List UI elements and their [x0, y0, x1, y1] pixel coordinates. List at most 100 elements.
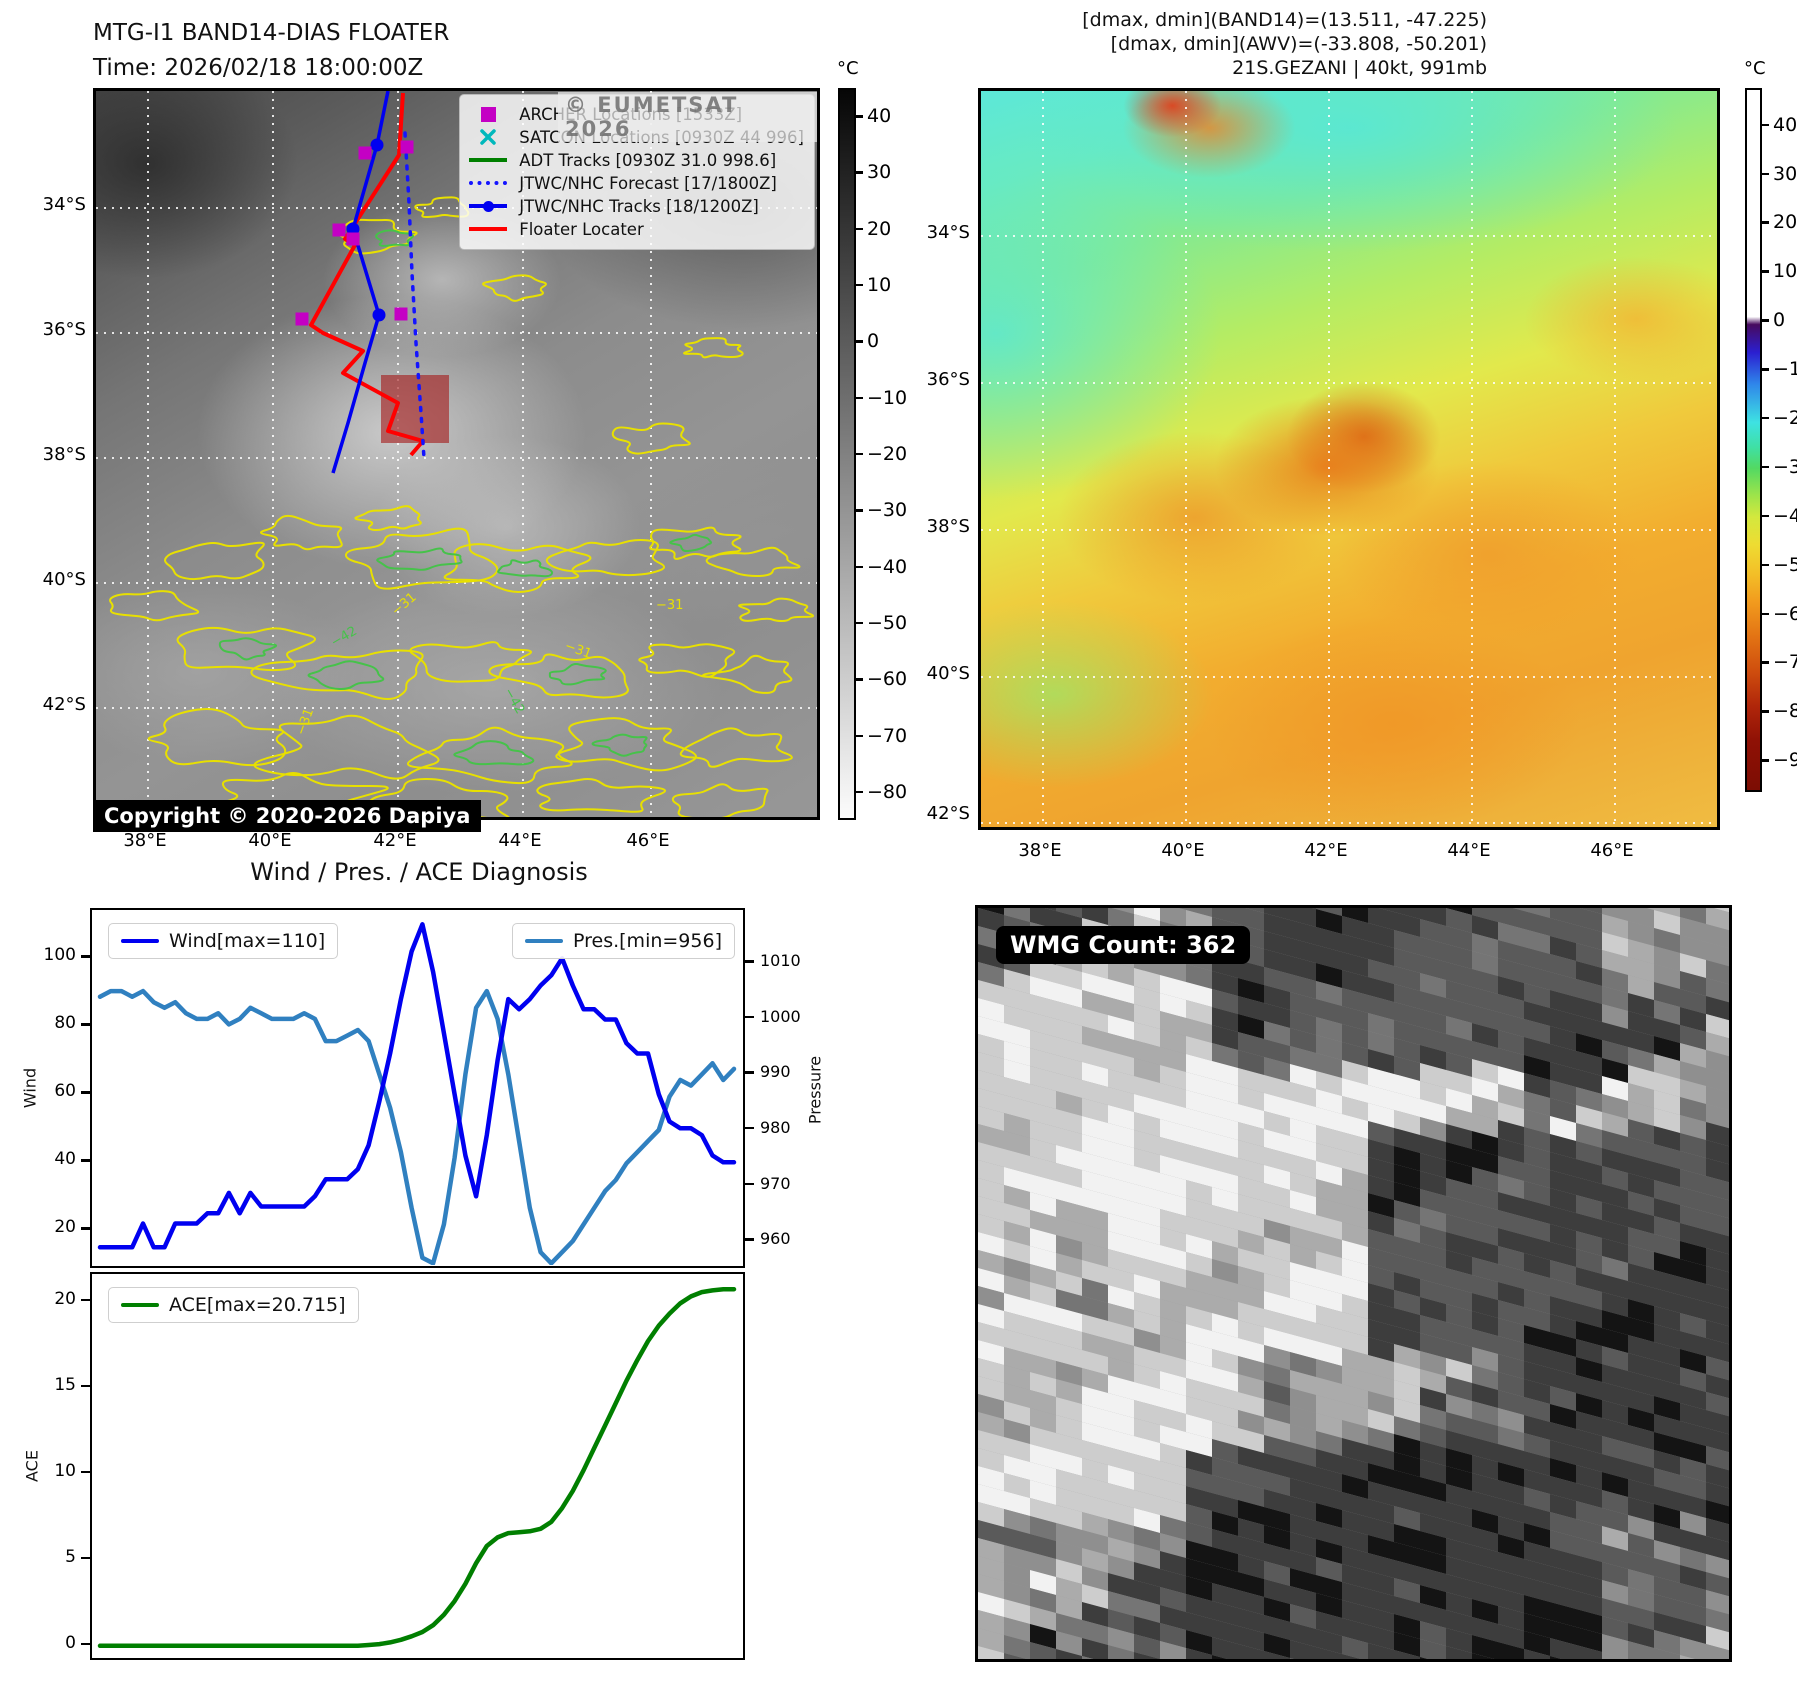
wmg-cell	[1394, 1164, 1420, 1189]
wmg-cell	[1420, 1063, 1446, 1088]
plot-legend-label: ACE[max=20.715]	[169, 1294, 346, 1316]
wmg-cell	[1342, 1222, 1368, 1247]
wmg-cell	[1576, 1087, 1602, 1112]
wmg-cell	[1238, 1374, 1264, 1399]
wmg-cell	[1680, 1295, 1706, 1320]
wmg-cell	[1446, 944, 1472, 969]
wmg-cell	[1394, 1308, 1420, 1333]
wmg-cell	[1056, 1127, 1082, 1152]
wmg-cell	[1056, 1505, 1082, 1530]
wmg-cell	[1108, 1555, 1134, 1580]
wmg-cell	[1576, 1159, 1602, 1184]
wmg-cell	[1342, 1384, 1368, 1409]
wmg-cell	[1472, 1005, 1498, 1030]
wmg-cell	[1446, 926, 1472, 951]
wmg-cell	[1342, 1456, 1368, 1481]
wmg-cell	[1576, 1411, 1602, 1436]
wmg-cell	[1628, 1569, 1654, 1594]
wmg-cell	[1498, 1264, 1524, 1289]
wmg-cell	[978, 1610, 1004, 1635]
contour-green	[376, 547, 463, 571]
contour-label-green: −42	[329, 624, 360, 651]
wmg-cell	[1394, 1434, 1420, 1459]
wmg-cell	[1394, 984, 1420, 1009]
wmg-cell	[1030, 1552, 1056, 1577]
wmg-cell	[1186, 1396, 1212, 1421]
wmg-cell	[1082, 1170, 1108, 1195]
wmg-cell	[1550, 1566, 1576, 1591]
wmg-cell	[1706, 924, 1729, 949]
wmg-cell	[1680, 1259, 1706, 1284]
wmg-cell	[1082, 1638, 1108, 1659]
wmg-cell	[1550, 1638, 1576, 1659]
chart-tick-label: 40	[54, 1149, 76, 1170]
wmg-cell	[1368, 1211, 1394, 1236]
wmg-cell	[1706, 978, 1729, 1003]
wmg-cell	[1030, 1480, 1056, 1505]
wmg-cell	[1628, 1119, 1654, 1144]
wmg-cell	[1628, 1011, 1654, 1036]
wmg-cell	[978, 1268, 1004, 1293]
wmg-cell	[1212, 1313, 1238, 1338]
wmg-cell	[1498, 1390, 1524, 1415]
wmg-cell	[1420, 1585, 1446, 1610]
wmg-cell	[1654, 982, 1680, 1007]
wmg-cell	[1628, 1101, 1654, 1126]
wmg-cell	[1212, 1277, 1238, 1302]
wmg-cell	[1082, 1278, 1108, 1303]
wmg-cell	[1472, 1257, 1498, 1282]
wmg-cell	[1004, 1437, 1030, 1462]
wmg-cell	[1420, 1225, 1446, 1250]
wmg-cell	[1498, 1588, 1524, 1613]
wmg-cell	[1524, 1397, 1550, 1422]
colorbar-tick-label: −10	[1773, 358, 1797, 381]
wmg-cell	[1290, 1334, 1316, 1359]
wmg-cell	[1316, 908, 1342, 916]
wmg-cell	[1160, 1479, 1186, 1504]
wmg-cell	[1602, 950, 1628, 975]
wmg-cell	[1186, 1540, 1212, 1565]
wmg-cell	[1654, 1018, 1680, 1043]
legend-line-swatch	[121, 1302, 159, 1308]
colorbar-tick-label: −30	[867, 499, 908, 522]
wmg-pixel-field	[978, 908, 1729, 1659]
colorbar-tick-label: 40	[867, 105, 892, 128]
wmg-cell	[1316, 1341, 1342, 1366]
wmg-cell	[1654, 1612, 1680, 1637]
wmg-cell	[1290, 1532, 1316, 1557]
wmg-cell	[1576, 1555, 1602, 1580]
wmg-cell	[1446, 1178, 1472, 1203]
jtwc-track-point	[346, 222, 360, 236]
contour-yellow	[705, 546, 801, 578]
wmg-cell	[1498, 1498, 1524, 1523]
colorbar-tick-label: −20	[867, 443, 908, 465]
wmg-cell	[1394, 1038, 1420, 1063]
legend-item-label: ADT Tracks [0930Z 31.0 998.6]	[519, 150, 777, 170]
wmg-cell	[1082, 1458, 1108, 1483]
wmg-cell	[1290, 1046, 1316, 1071]
wmg-cell	[1706, 942, 1729, 967]
wmg-cell	[1576, 943, 1602, 968]
wmg-cell	[1446, 1088, 1472, 1113]
wmg-cell	[1654, 1432, 1680, 1457]
wmg-cell	[1680, 1205, 1706, 1230]
wmg-cell	[1420, 1567, 1446, 1592]
wmg-cell	[1056, 908, 1082, 918]
wmg-cell	[1654, 1000, 1680, 1025]
wmg-cell	[1524, 1343, 1550, 1368]
wmg-cell	[1368, 908, 1394, 930]
wmg-cell	[1238, 1608, 1264, 1633]
page-title: MTG-I1 BAND14-DIAS FLOATER	[93, 20, 450, 46]
wmg-cell	[978, 962, 1004, 987]
wmg-cell	[1134, 1310, 1160, 1335]
wmg-cell	[1394, 1524, 1420, 1549]
wmg-cell	[1290, 1586, 1316, 1611]
wmg-cell	[1290, 1316, 1316, 1341]
wmg-cell	[1394, 1056, 1420, 1081]
chart-tick-label: 5	[65, 1546, 76, 1567]
wmg-cell	[1264, 1183, 1290, 1208]
wmg-cell	[1706, 1050, 1729, 1075]
wmg-cell	[978, 1214, 1004, 1239]
wmg-cell	[1498, 1030, 1524, 1055]
wmg-cell	[1420, 1639, 1446, 1659]
